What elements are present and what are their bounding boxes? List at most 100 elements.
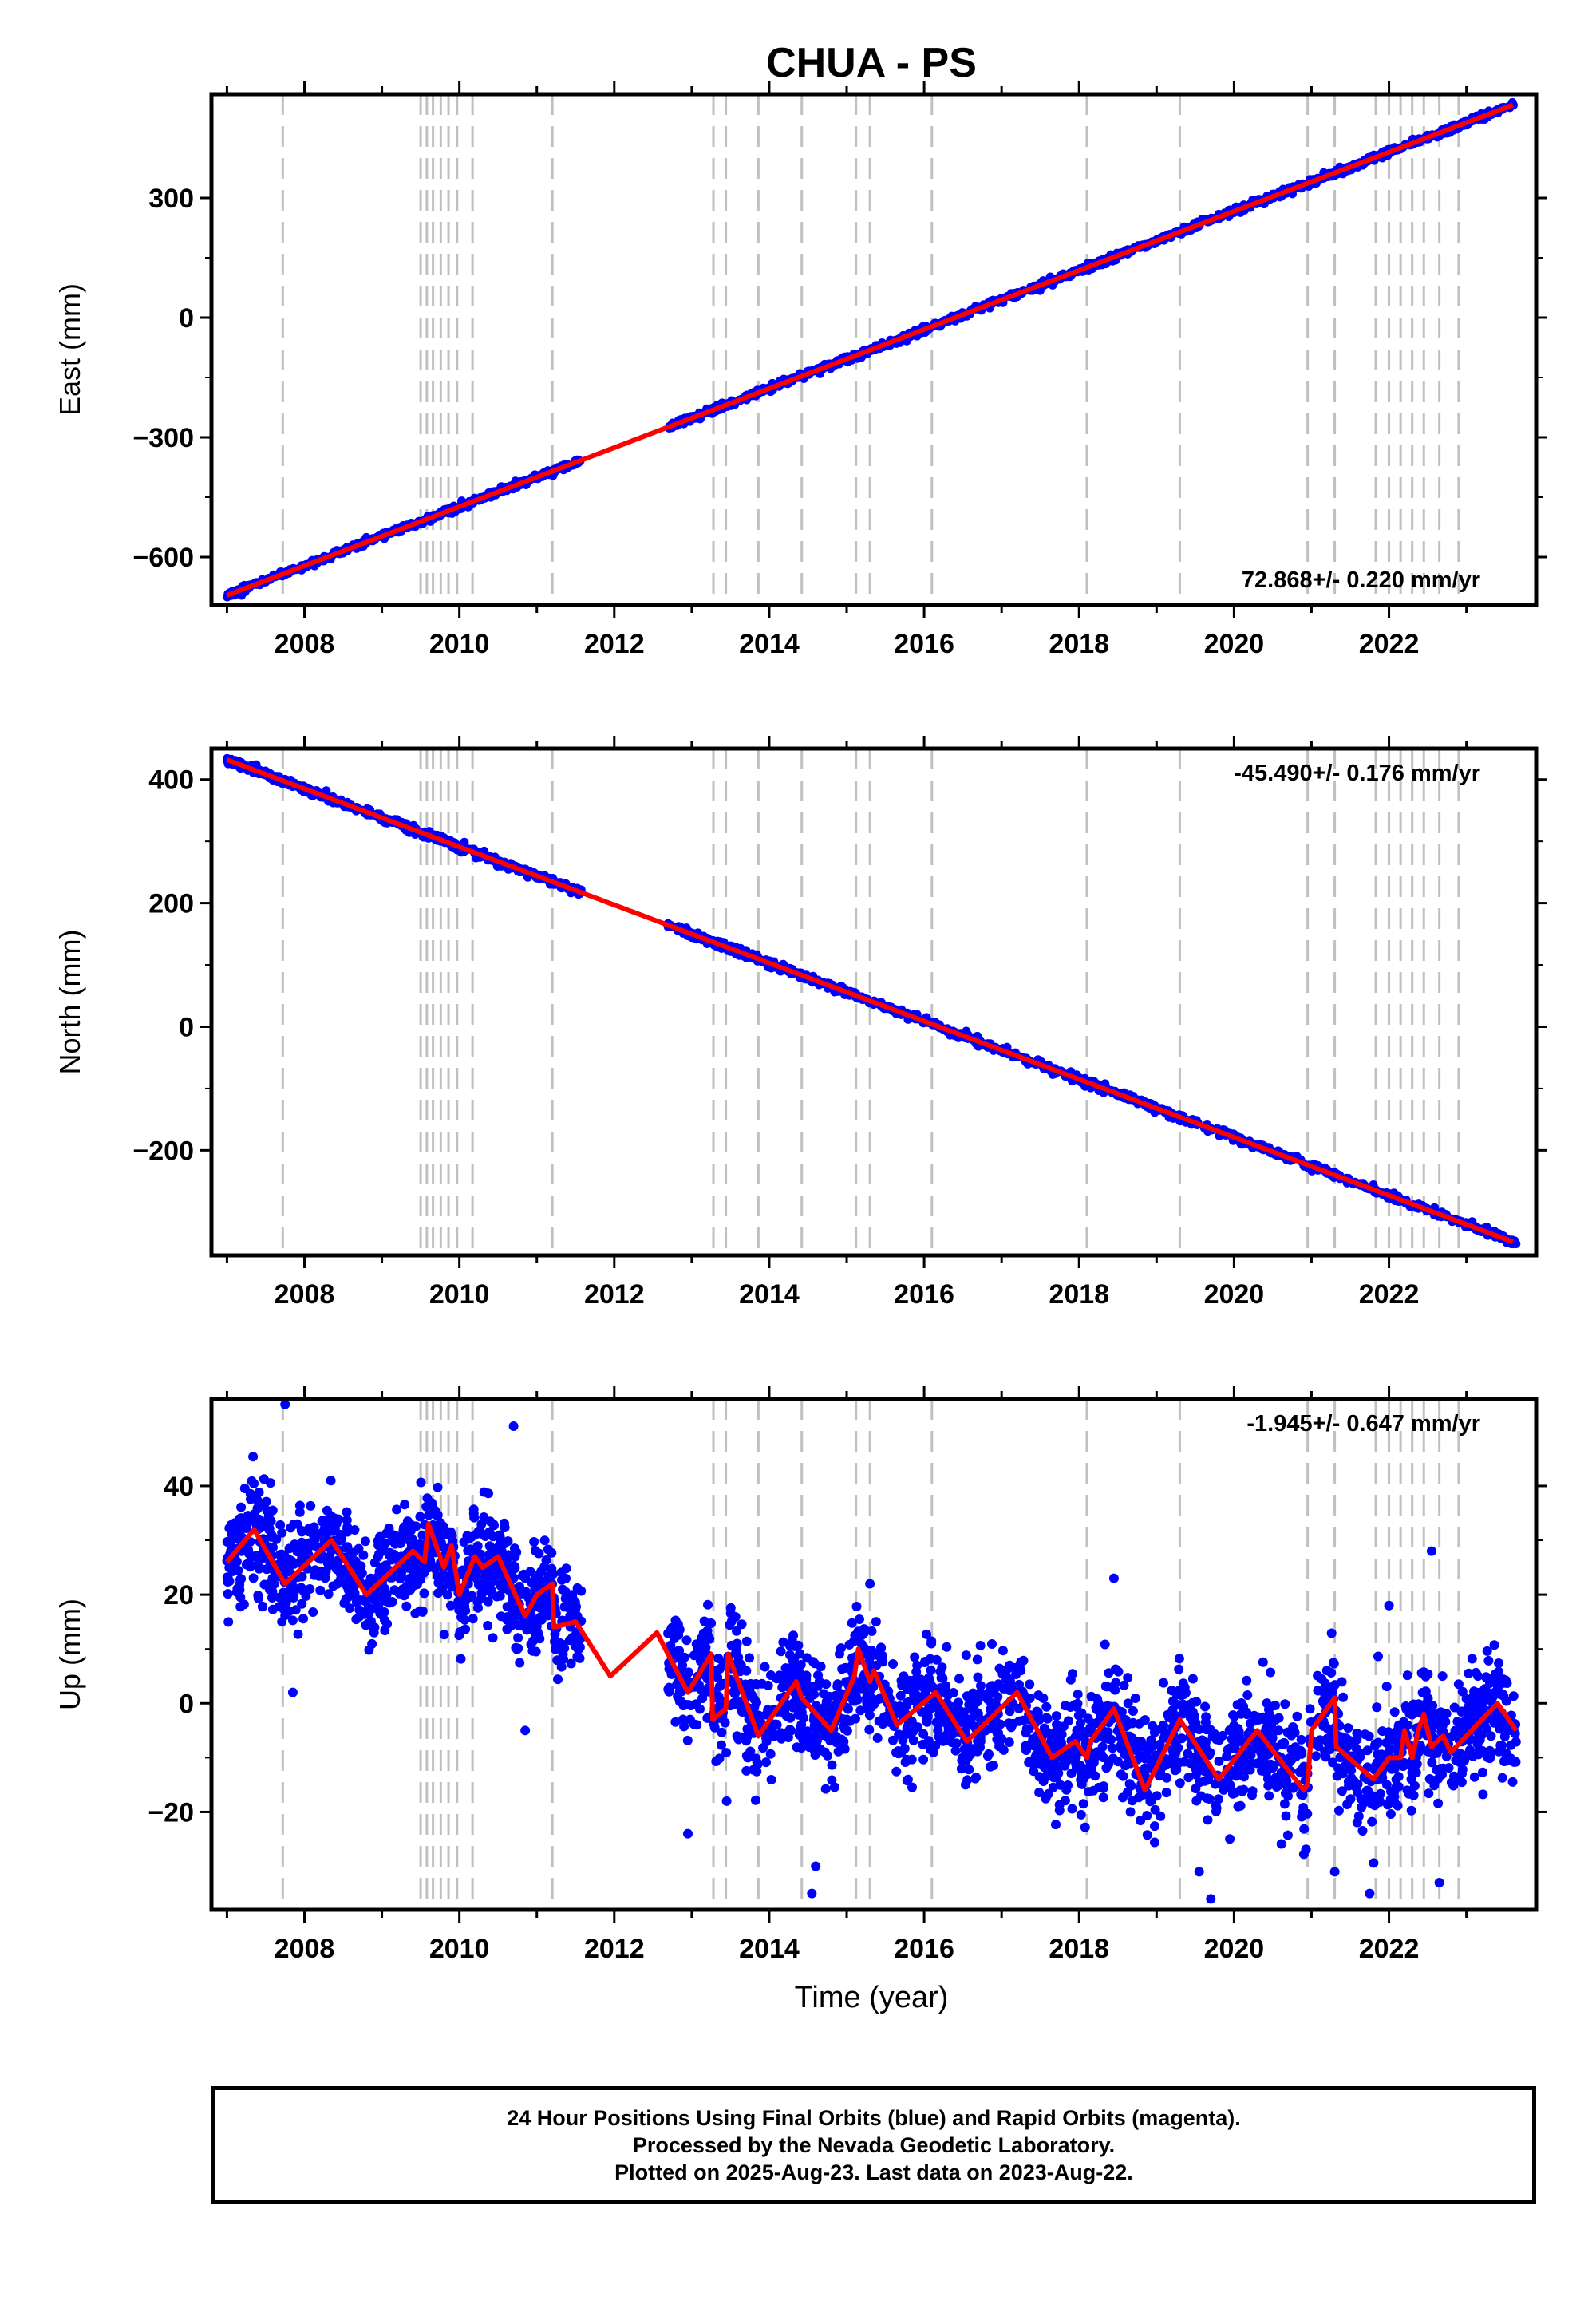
up-position-point <box>964 1765 974 1775</box>
up-position-point <box>1296 1734 1306 1745</box>
up-position-point <box>488 1633 498 1643</box>
up-position-point <box>1175 1778 1185 1788</box>
up-position-point <box>566 1658 576 1669</box>
up-position-point <box>342 1507 352 1517</box>
up-position-point <box>741 1765 752 1776</box>
east-y-tick-label: −300 <box>132 423 194 453</box>
east-rate-label: 72.868+/- 0.220 mm/yr <box>1242 567 1480 593</box>
up-position-point <box>1187 1674 1198 1684</box>
up-position-point <box>895 1690 906 1701</box>
up-position-point <box>322 1505 332 1516</box>
up-position-point <box>1344 1741 1353 1751</box>
up-position-point <box>297 1599 307 1609</box>
up-position-point <box>926 1636 937 1646</box>
up-position-point <box>1469 1772 1479 1782</box>
up-position-point <box>234 1514 244 1524</box>
up-position-point <box>1362 1745 1373 1756</box>
up-position-point <box>1174 1654 1184 1664</box>
up-position-point <box>1499 1732 1510 1741</box>
up-position-point <box>1449 1702 1460 1713</box>
up-position-point <box>512 1547 522 1557</box>
up-position-point <box>673 1646 683 1656</box>
east-x-tick-label: 2012 <box>584 629 645 659</box>
up-position-point <box>553 1674 563 1685</box>
up-position-point <box>962 1775 973 1785</box>
north-x-tick-label: 2020 <box>1204 1279 1265 1310</box>
up-position-point <box>1274 1725 1284 1736</box>
up-position-point <box>785 1713 796 1723</box>
up-position-point <box>245 1562 255 1572</box>
north-model-fit-line <box>226 757 1514 1244</box>
up-position-point <box>732 1626 741 1636</box>
up-position-point <box>1262 1698 1272 1709</box>
up-position-point <box>813 1670 824 1681</box>
up-position-point <box>1483 1655 1494 1666</box>
up-position-point <box>851 1602 862 1611</box>
up-position-point <box>1161 1788 1171 1798</box>
up-position-point <box>360 1536 370 1547</box>
up-position-point <box>681 1635 692 1646</box>
up-position-point <box>464 1534 474 1544</box>
up-position-point <box>1242 1675 1252 1686</box>
up-position-point <box>1214 1794 1223 1804</box>
up-position-point <box>1097 1741 1108 1752</box>
up-position-point <box>254 1487 264 1497</box>
up-position-point <box>1076 1809 1086 1820</box>
up-position-point <box>1436 1764 1446 1773</box>
up-position-point <box>741 1636 752 1646</box>
up-position-point <box>820 1784 831 1794</box>
up-position-point <box>706 1618 717 1628</box>
up-position-point <box>416 1477 426 1488</box>
up-position-point <box>1183 1773 1194 1783</box>
east-y-axis-label: East (mm) <box>53 283 86 416</box>
up-position-point <box>1258 1657 1268 1667</box>
up-position-point <box>1263 1780 1274 1791</box>
up-position-point <box>725 1603 736 1613</box>
up-position-point <box>485 1516 496 1527</box>
up-position-point <box>847 1618 857 1628</box>
up-position-point <box>1051 1820 1061 1830</box>
up-position-point <box>460 1614 470 1625</box>
up-position-point <box>1461 1694 1472 1704</box>
up-position-point <box>527 1646 538 1656</box>
up-position-point <box>1214 1756 1224 1766</box>
up-position-point <box>1372 1702 1382 1713</box>
up-position-point <box>248 1452 259 1462</box>
up-position-point <box>998 1646 1008 1656</box>
up-position-point <box>275 1520 286 1530</box>
up-position-point <box>823 1750 833 1761</box>
up-position-point <box>721 1748 732 1758</box>
up-position-point <box>350 1525 360 1535</box>
north-y-tick-label: 0 <box>179 1012 194 1042</box>
up-position-point <box>871 1617 881 1627</box>
north-x-tick-label: 2012 <box>584 1279 645 1310</box>
up-position-point <box>845 1716 855 1726</box>
up-position-point <box>1006 1722 1017 1733</box>
up-position-point <box>1101 1763 1112 1773</box>
up-position-point <box>1280 1699 1290 1709</box>
east-x-tick-label: 2010 <box>429 629 490 659</box>
up-position-point <box>1054 1805 1065 1816</box>
up-position-point <box>745 1653 755 1663</box>
up-position-point <box>717 1727 727 1737</box>
up-position-point <box>1014 1716 1025 1726</box>
up-position-point <box>1298 1849 1309 1860</box>
up-position-point <box>1123 1698 1133 1709</box>
up-position-point <box>1150 1804 1160 1815</box>
up-position-point <box>268 1542 278 1552</box>
up-position-point <box>1337 1786 1347 1796</box>
up-position-point <box>390 1531 401 1541</box>
up-position-point <box>1464 1668 1474 1678</box>
up-position-point <box>1051 1711 1061 1721</box>
east-y-tick-label: 0 <box>179 303 194 334</box>
north-y-tick-label: 200 <box>148 889 194 919</box>
up-position-point <box>1191 1784 1201 1794</box>
up-position-point <box>717 1740 726 1750</box>
up-position-point <box>1029 1766 1039 1777</box>
east-x-tick-label: 2008 <box>275 629 335 659</box>
up-position-point <box>1287 1782 1298 1792</box>
up-position-point <box>1266 1667 1275 1678</box>
up-position-point <box>1444 1763 1454 1773</box>
up-position-point <box>1134 1792 1144 1803</box>
